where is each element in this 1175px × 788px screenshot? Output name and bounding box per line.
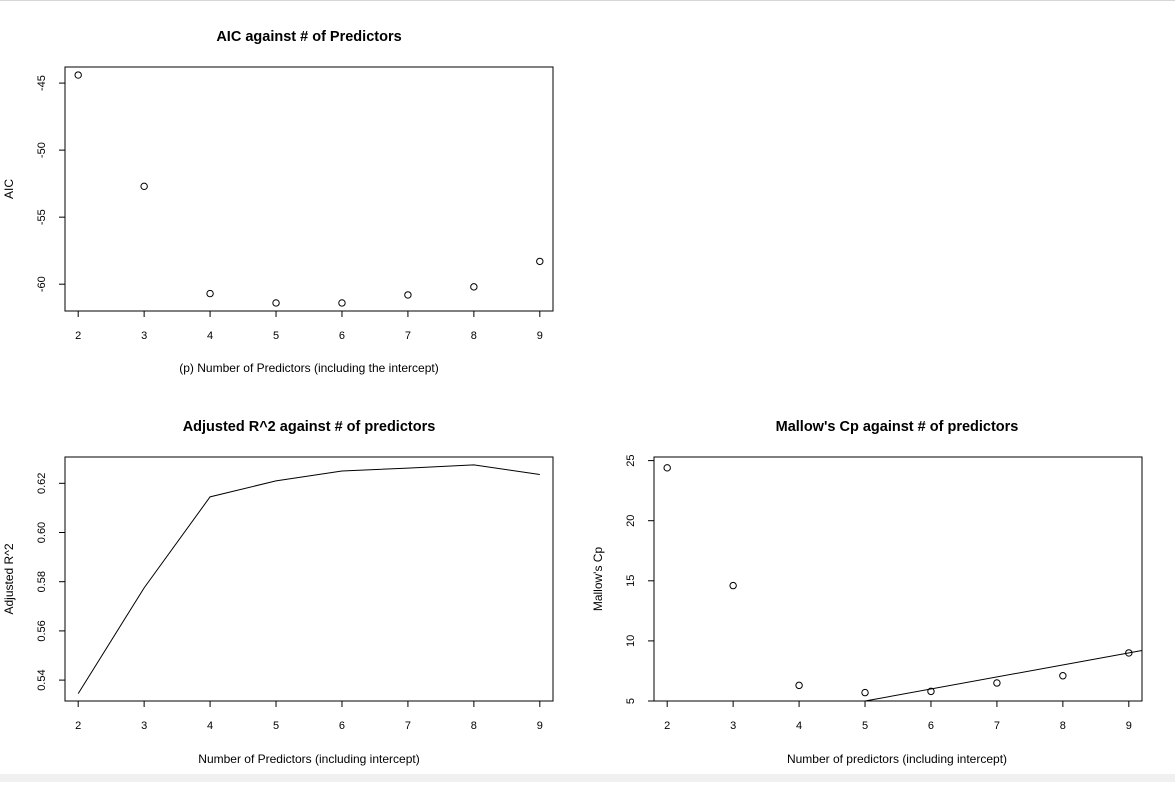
aic-y-tick-label: -50 xyxy=(36,142,48,158)
cp-y-tick-label: 5 xyxy=(625,698,637,704)
adjr2-y-tick-label: 0.62 xyxy=(36,473,48,494)
cp-data-points xyxy=(663,464,1143,702)
cp-data-point xyxy=(1125,649,1133,657)
cp-y-tick-label: 15 xyxy=(625,575,637,587)
cp-y-tick-label: 10 xyxy=(625,635,637,647)
aic-chart-title: AIC against # of Predictors xyxy=(216,29,401,45)
aic-data-point xyxy=(470,283,478,291)
aic-y-tick-label: -55 xyxy=(36,209,48,225)
adjr2-chart: Adjusted R^2 against # of predictors Num… xyxy=(2,419,554,766)
cp-chart-title: Mallow's Cp against # of predictors xyxy=(776,419,1019,435)
aic-plot-box xyxy=(64,66,554,312)
aic-data-points xyxy=(74,71,544,307)
cp-data-point xyxy=(729,581,737,590)
cp-reference-line xyxy=(864,650,1143,702)
aic-y-tick-label: -60 xyxy=(36,276,48,292)
cp-x-tick-label: 3 xyxy=(730,720,736,732)
aic-data-point xyxy=(206,289,214,298)
adjr2-y-tick-label: 0.56 xyxy=(36,620,48,641)
cp-x-tick-label: 9 xyxy=(1126,720,1132,732)
aic-y-axis-label: AIC xyxy=(2,179,16,199)
cp-data-point xyxy=(663,464,671,472)
cp-plot-box xyxy=(653,456,1143,702)
aic-chart: AIC against # of Predictors (p) Number o… xyxy=(2,29,554,375)
aic-axes: 2 3 4 5 6 7 8 9 -45 -50 -55 -60 xyxy=(36,75,543,342)
adjr2-x-tick-label: 9 xyxy=(537,720,543,732)
aic-x-tick-label: 4 xyxy=(207,330,213,342)
cp-axes: 2 3 4 5 6 7 8 9 5 10 15 20 25 xyxy=(625,454,1132,732)
adjr2-x-tick-label: 4 xyxy=(207,720,213,732)
cp-x-tick-label: 4 xyxy=(796,720,802,732)
aic-x-tick-label: 5 xyxy=(273,330,279,342)
cp-data-point xyxy=(1059,672,1067,680)
cp-data-point xyxy=(861,688,869,697)
aic-data-point xyxy=(536,257,544,266)
adjr2-series-line xyxy=(77,464,540,694)
aic-x-tick-label: 7 xyxy=(405,330,411,342)
adjr2-x-tick-label: 8 xyxy=(471,720,477,732)
cp-x-axis-label: Number of predictors (including intercep… xyxy=(787,752,1007,766)
adjr2-x-axis-label: Number of Predictors (including intercep… xyxy=(198,752,419,766)
aic-x-tick-label: 9 xyxy=(537,330,543,342)
cp-x-tick-label: 6 xyxy=(928,720,934,732)
adjr2-y-tick-label: 0.60 xyxy=(36,522,48,543)
cp-y-tick-label: 20 xyxy=(625,515,637,527)
cp-x-tick-label: 7 xyxy=(994,720,1000,732)
adjr2-axes: 2 3 4 5 6 7 8 9 0.54 0.56 0.58 0.60 0.62 xyxy=(36,473,543,732)
cp-data-point xyxy=(795,681,803,690)
adjr2-y-axis-label: Adjusted R^2 xyxy=(2,543,16,614)
aic-data-point xyxy=(272,299,280,307)
aic-y-tick-label: -45 xyxy=(36,75,48,91)
cp-x-tick-label: 5 xyxy=(862,720,868,732)
adjr2-plot-box xyxy=(64,456,554,702)
aic-data-point xyxy=(74,71,82,79)
cp-x-tick-label: 8 xyxy=(1060,720,1066,732)
cp-y-axis-label: Mallow's Cp xyxy=(591,547,605,612)
adjr2-y-tick-label: 0.54 xyxy=(36,669,48,690)
aic-data-point xyxy=(140,182,148,191)
aic-x-tick-label: 3 xyxy=(141,330,147,342)
adjr2-x-tick-label: 3 xyxy=(141,720,147,732)
cp-x-tick-label: 2 xyxy=(664,720,670,732)
aic-x-tick-label: 8 xyxy=(471,330,477,342)
adjr2-y-tick-label: 0.58 xyxy=(36,571,48,592)
cp-data-point xyxy=(993,679,1001,687)
adjr2-x-tick-label: 5 xyxy=(273,720,279,732)
cp-chart: Mallow's Cp against # of predictors Numb… xyxy=(591,419,1143,766)
aic-x-axis-label: (p) Number of Predictors (including the … xyxy=(179,361,438,375)
adjr2-x-tick-label: 6 xyxy=(339,720,345,732)
aic-data-point xyxy=(404,291,412,299)
aic-data-point xyxy=(338,299,346,307)
adjr2-series xyxy=(77,464,540,694)
aic-x-tick-label: 2 xyxy=(75,330,81,342)
adjr2-x-tick-label: 7 xyxy=(405,720,411,732)
adjr2-chart-title: Adjusted R^2 against # of predictors xyxy=(183,419,436,435)
adjr2-x-tick-label: 2 xyxy=(75,720,81,732)
cp-data-point xyxy=(927,687,935,696)
aic-x-tick-label: 6 xyxy=(339,330,345,342)
cp-y-tick-label: 25 xyxy=(625,454,637,466)
